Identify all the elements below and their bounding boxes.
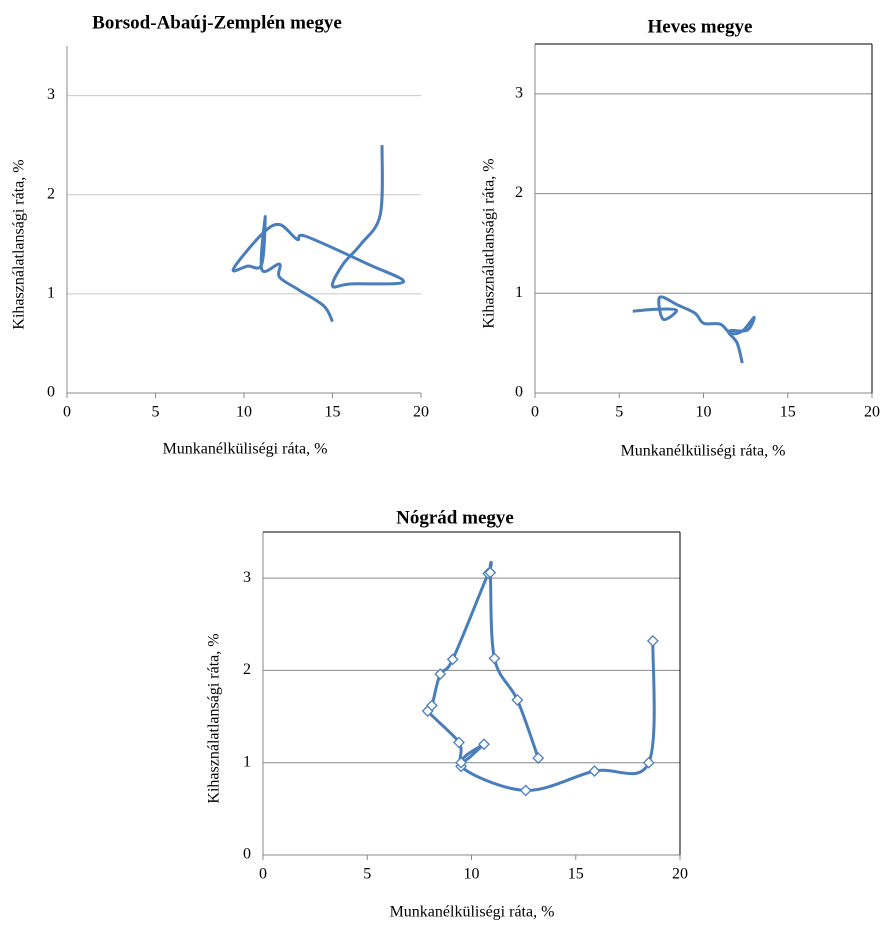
y-tick-label: 3 <box>243 569 251 586</box>
x-tick-label: 5 <box>363 866 371 883</box>
y-tick-label: 2 <box>47 185 55 202</box>
marker <box>642 756 655 769</box>
x-tick-label: 0 <box>259 866 267 883</box>
marker <box>434 668 447 681</box>
marker <box>478 738 490 751</box>
y-tick-label: 0 <box>243 846 251 863</box>
chart-title: Borsod-Abaúj-Zemplén megye <box>92 12 342 33</box>
x-tick-label: 20 <box>864 404 880 421</box>
x-tick-label: 20 <box>413 404 429 421</box>
marker <box>488 652 501 665</box>
marker <box>588 765 601 777</box>
y-axis-label: Kihasználatlansági ráta, % <box>206 633 223 803</box>
chart-title: Nógrád megye <box>396 507 514 528</box>
y-tick-label: 1 <box>515 284 523 301</box>
marker <box>446 653 459 666</box>
x-tick-label: 15 <box>325 404 341 421</box>
marker <box>453 736 465 749</box>
y-tick-label: 0 <box>515 384 523 401</box>
y-axis-label: Kihasználatlansági ráta, % <box>481 158 498 328</box>
x-tick-label: 0 <box>531 404 539 421</box>
y-axis-label: Kihasználatlansági ráta, % <box>11 159 28 329</box>
chart-title: Heves megye <box>648 16 753 37</box>
y-tick-label: 1 <box>243 753 251 770</box>
x-tick-label: 15 <box>568 866 584 883</box>
y-tick-label: 2 <box>243 661 251 678</box>
y-tick-label: 3 <box>515 85 523 102</box>
marker <box>646 634 659 647</box>
x-tick-label: 20 <box>672 866 688 883</box>
x-axis-label: Munkanélküliségi ráta, % <box>390 904 555 921</box>
y-tick-label: 0 <box>47 384 55 401</box>
data-line <box>632 295 756 364</box>
x-tick-label: 0 <box>63 404 71 421</box>
marker <box>455 756 467 769</box>
y-tick-label: 1 <box>47 285 55 302</box>
x-tick-label: 15 <box>780 404 796 421</box>
x-tick-label: 10 <box>236 404 252 421</box>
marker <box>511 694 524 706</box>
y-tick-label: 3 <box>47 86 55 103</box>
marker <box>519 784 532 797</box>
y-tick-label: 2 <box>515 184 523 201</box>
x-tick-label: 5 <box>615 404 623 421</box>
marker <box>532 752 545 765</box>
marker <box>425 699 438 712</box>
x-tick-label: 10 <box>464 866 480 883</box>
x-tick-label: 10 <box>696 404 712 421</box>
data-line <box>231 145 405 323</box>
x-tick-label: 5 <box>152 404 160 421</box>
x-axis-label: Munkanélküliségi ráta, % <box>621 443 786 460</box>
x-axis-label: Munkanélküliségi ráta, % <box>163 441 328 458</box>
marker <box>484 566 497 579</box>
